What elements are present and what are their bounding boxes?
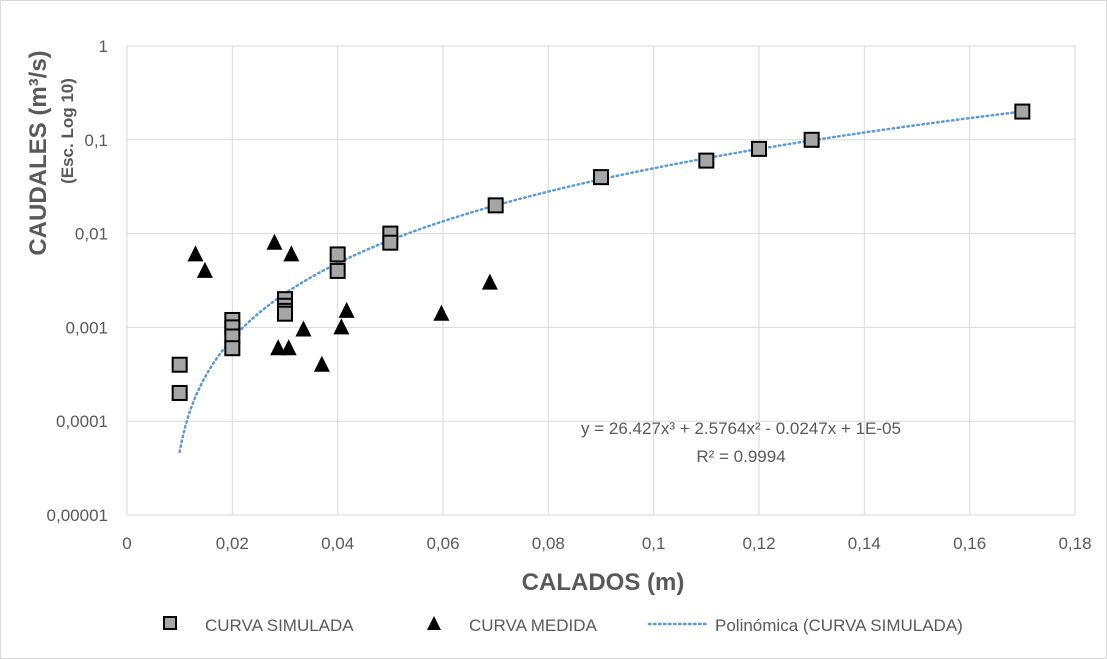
medida-triangle-point (481, 273, 498, 290)
simulada-square-point (487, 197, 504, 214)
legend-triangle-marker (427, 616, 441, 630)
medida-triangle-point (280, 339, 297, 356)
legend-item-simulada: CURVA SIMULADA (163, 616, 354, 635)
medida-triangle-point (266, 233, 283, 250)
simulada-square-point (171, 356, 188, 373)
y-axis-subtitle: (Esc. Log 10) (58, 78, 77, 184)
legend-label-medida: CURVA MEDIDA (469, 616, 598, 635)
y-tick-label: 0,00001 (47, 506, 108, 525)
simulada-square-point (329, 262, 346, 279)
x-tick-label: 0,06 (426, 534, 459, 553)
x-tick-label: 0,14 (848, 534, 881, 553)
x-axis-ticks: 0 0,02 0,04 0,06 0,08 0,1 0,12 0,14 0,16 0,18 (122, 534, 1091, 553)
simulada-square-point (1014, 103, 1031, 120)
simulada-square-point (593, 169, 609, 186)
legend: CURVA SIMULADA CURVA MEDIDA Polinómica (… (163, 616, 963, 635)
simulada-square-point (803, 131, 820, 148)
legend-label-trendline: Polinómica (CURVA SIMULADA) (715, 616, 963, 635)
simulada-square-point (698, 152, 715, 169)
simulada-square-point (224, 340, 241, 357)
y-tick-label: 0,0001 (56, 412, 108, 431)
x-tick-label: 0,18 (1058, 534, 1091, 553)
medida-triangle-point (270, 339, 287, 356)
x-tick-label: 0,08 (532, 534, 565, 553)
y-tick-label: 0,01 (75, 225, 108, 244)
simulada-square-point (751, 140, 767, 157)
medida-triangle-point (338, 301, 355, 318)
grid-lines (126, 45, 1076, 516)
y-axis-ticks: 1 0,1 0,01 0,001 0,0001 0,00001 (47, 37, 108, 525)
y-tick-label: 0,001 (65, 318, 108, 337)
series-curva-simulada (171, 103, 1031, 401)
x-axis-title: CALADOS (m) (522, 569, 685, 596)
x-tick-label: 0,02 (216, 534, 249, 553)
legend-item-trendline: Polinómica (CURVA SIMULADA) (647, 616, 963, 635)
x-tick-label: 0,12 (742, 534, 775, 553)
medida-triangle-point (433, 304, 450, 321)
series-curva-medida (187, 233, 498, 372)
legend-item-medida: CURVA MEDIDA (427, 616, 598, 635)
medida-triangle-point (333, 318, 350, 335)
simulada-square-point (277, 305, 293, 322)
x-tick-label: 0 (122, 534, 131, 553)
y-tick-label: 1 (99, 37, 108, 56)
legend-label-simulada: CURVA SIMULADA (205, 616, 354, 635)
medida-triangle-point (295, 320, 312, 337)
simulada-square-point (382, 234, 399, 251)
y-axis-title: CAUDALES (m³/s) (25, 50, 52, 255)
simulada-square-point (329, 246, 346, 263)
x-tick-label: 0,1 (642, 534, 666, 553)
y-tick-label: 0,1 (84, 131, 108, 150)
medida-triangle-point (313, 355, 330, 372)
medida-triangle-point (196, 261, 213, 278)
trendline-polynomial (178, 110, 1024, 454)
simulada-square-point (171, 384, 188, 401)
trendline-equation: y = 26.427x³ + 2.5764x² - 0.0247x + 1E-0… (581, 419, 901, 438)
x-tick-label: 0,04 (321, 534, 354, 553)
trendline-r2: R² = 0.9994 (696, 447, 785, 466)
x-tick-label: 0,16 (953, 534, 986, 553)
medida-triangle-point (187, 245, 204, 262)
legend-square-marker (163, 616, 177, 630)
medida-triangle-point (283, 245, 300, 262)
